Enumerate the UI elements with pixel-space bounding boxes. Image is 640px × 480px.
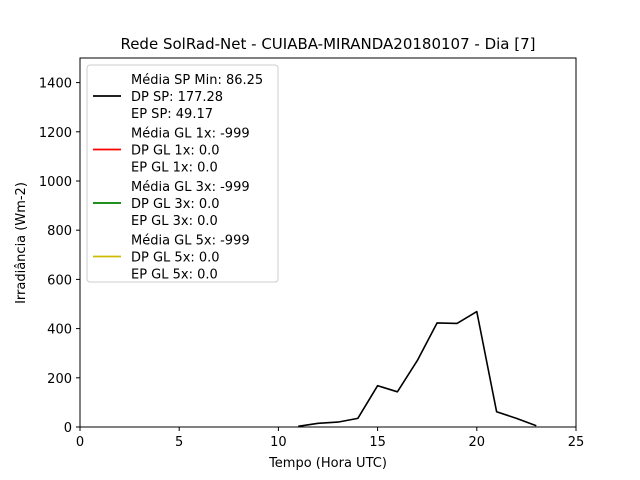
legend-text-2-0: Média GL 3x: -999 (131, 180, 250, 195)
plot-area (298, 310, 537, 428)
x-axis-label: Tempo (Hora UTC) (268, 456, 387, 471)
axes-frame (79, 57, 577, 428)
y-axis-label: Irradiância (Wm-2) (14, 182, 29, 304)
x-tick-label-5: 25 (568, 435, 585, 450)
legend-text-3-2: EP GL 5x: 0.0 (131, 268, 218, 283)
legend-text-0-1: DP SP: 177.28 (131, 90, 223, 105)
legend-text-2-1: DP GL 3x: 0.0 (131, 197, 220, 212)
legend-box (86, 64, 279, 283)
axes: 0 5 10 15 20 25 0 200 400 600 800 1000 1200 1400 (39, 57, 585, 450)
y-tick-label-7: 1400 (39, 77, 72, 92)
x-tick-label-3: 15 (369, 435, 386, 450)
y-tick-label-0: 0 (64, 421, 72, 436)
y-tick-label-3: 600 (47, 273, 72, 288)
legend-text-0-0: Média SP Min: 86.25 (131, 73, 263, 88)
legend-text-1-1: DP GL 1x: 0.0 (131, 144, 220, 159)
y-tick-label-1: 200 (47, 372, 72, 387)
x-tick-label-4: 20 (469, 435, 486, 450)
y-tick-label-6: 1200 (39, 126, 72, 141)
legend-text-2-2: EP GL 3x: 0.0 (131, 214, 218, 229)
legend-text-3-0: Média GL 5x: -999 (131, 234, 250, 249)
x-tick-label-2: 10 (270, 435, 287, 450)
legend-text-3-1: DP GL 5x: 0.0 (131, 251, 220, 266)
legend: Média SP Min: 86.25 DP SP: 177.28 EP SP: 4… (86, 64, 279, 283)
legend-text-1-0: Média GL 1x: -999 (131, 127, 250, 142)
y-tick-label-4: 800 (47, 224, 72, 239)
chart-title: Rede SolRad-Net - CUIABA-MIRANDA20180107… (120, 35, 535, 53)
y-tick-label-2: 400 (47, 323, 72, 338)
x-tick-label-0: 0 (76, 435, 84, 450)
x-tick-label-1: 5 (175, 435, 183, 450)
legend-text-1-2: EP GL 1x: 0.0 (131, 161, 218, 176)
legend-text-0-2: EP SP: 49.17 (131, 107, 213, 122)
y-tick-label-5: 1000 (39, 175, 72, 190)
series-line-0 (298, 310, 537, 428)
